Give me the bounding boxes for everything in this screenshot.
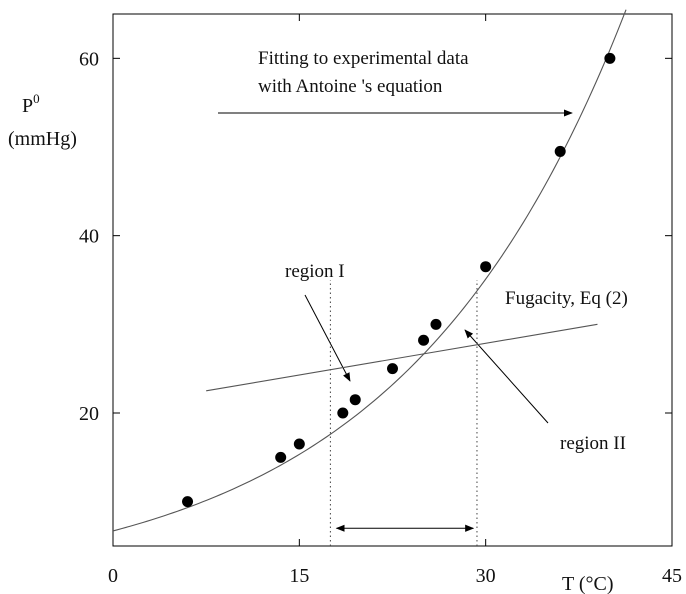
data-point: [387, 363, 398, 375]
y-axis-label-superscript: 0: [33, 91, 40, 106]
chart-curves: [112, 9, 627, 532]
data-point: [430, 318, 442, 330]
data-point: [275, 451, 287, 463]
data-point: [554, 145, 566, 157]
chart-overlays: [329, 280, 478, 546]
plot-frame: [112, 13, 673, 547]
region1-label: region I: [285, 261, 345, 282]
y-axis-unit: (mmHg): [8, 128, 77, 150]
x-tick-label: 15: [289, 565, 309, 587]
antoine-fit-curve: [112, 9, 627, 532]
region1-arrow: [304, 294, 351, 382]
data-point: [480, 261, 492, 273]
data-point: [418, 334, 430, 346]
fugacity-label: Fugacity, Eq (2): [505, 288, 628, 309]
y-tick-label: 20: [79, 403, 99, 425]
x-tick-label: 0: [108, 565, 118, 587]
y-tick-label: 40: [79, 226, 99, 248]
y-axis-label: P0: [22, 91, 40, 117]
data-point: [293, 438, 305, 450]
data-point: [182, 496, 194, 508]
region2-label: region II: [560, 433, 626, 454]
data-point: [349, 394, 361, 406]
data-point: [337, 407, 349, 419]
y-axis-label-main: P: [22, 95, 33, 117]
axis-ticks: 0 15 30 45 20 40 60: [79, 14, 682, 587]
fugacity-line: [206, 323, 598, 392]
fit-annotation-line2: with Antoine 's equation: [258, 76, 443, 97]
data-point: [604, 52, 616, 64]
x-tick-label: 30: [476, 565, 496, 587]
x-axis-label: T (°C): [562, 573, 614, 594]
data-points: [182, 52, 616, 508]
x-tick-label: 45: [662, 565, 682, 587]
fit-annotation-line1: Fitting to experimental data: [258, 48, 469, 69]
region2-arrow: [464, 329, 549, 424]
y-tick-label: 60: [79, 48, 99, 70]
